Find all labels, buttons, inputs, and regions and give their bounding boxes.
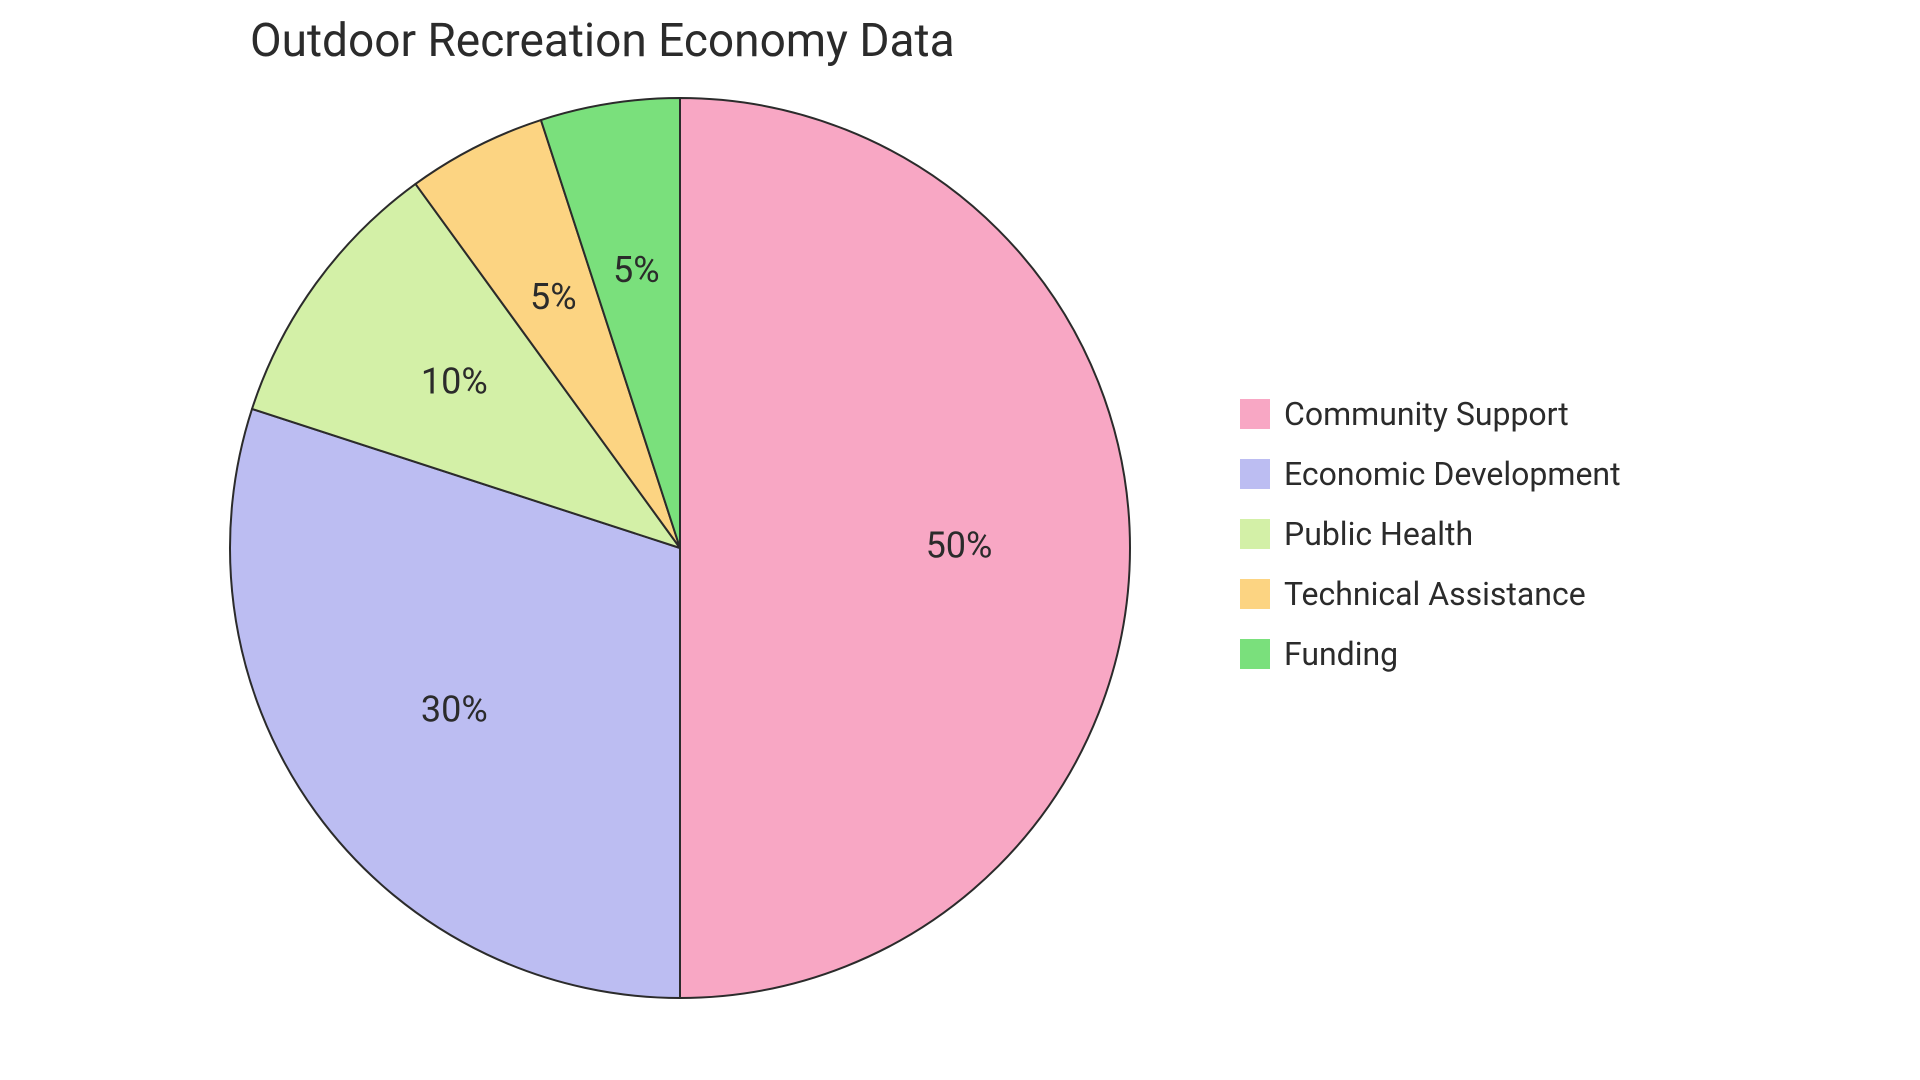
legend-label: Community Support: [1284, 395, 1569, 433]
legend-label: Technical Assistance: [1284, 575, 1586, 613]
legend-label: Economic Development: [1284, 455, 1621, 493]
legend-item: Economic Development: [1240, 455, 1621, 493]
legend-swatch: [1240, 579, 1270, 609]
legend-item: Public Health: [1240, 515, 1621, 553]
pie-svg: 50% 30% 10% 5% 5%: [226, 94, 1134, 1002]
pie-slice: [680, 98, 1130, 998]
chart-title: Outdoor Recreation Economy Data: [250, 14, 955, 68]
legend-item: Community Support: [1240, 395, 1621, 433]
pie-chart: 50% 30% 10% 5% 5%: [226, 94, 1134, 1006]
legend-swatch: [1240, 639, 1270, 669]
slice-label: 30%: [421, 689, 488, 731]
slice-label: 50%: [926, 525, 993, 567]
slice-label: 5%: [613, 249, 660, 291]
legend-swatch: [1240, 519, 1270, 549]
legend-label: Funding: [1284, 635, 1398, 673]
legend-swatch: [1240, 459, 1270, 489]
legend-item: Funding: [1240, 635, 1621, 673]
chart-stage: Outdoor Recreation Economy Data 50% 30% 10…: [0, 0, 1920, 1080]
legend: Community Support Economic Development Pub…: [1240, 395, 1621, 673]
slice-label: 5%: [530, 276, 577, 318]
legend-item: Technical Assistance: [1240, 575, 1621, 613]
slice-label: 10%: [421, 361, 488, 403]
legend-label: Public Health: [1284, 515, 1473, 553]
legend-swatch: [1240, 399, 1270, 429]
